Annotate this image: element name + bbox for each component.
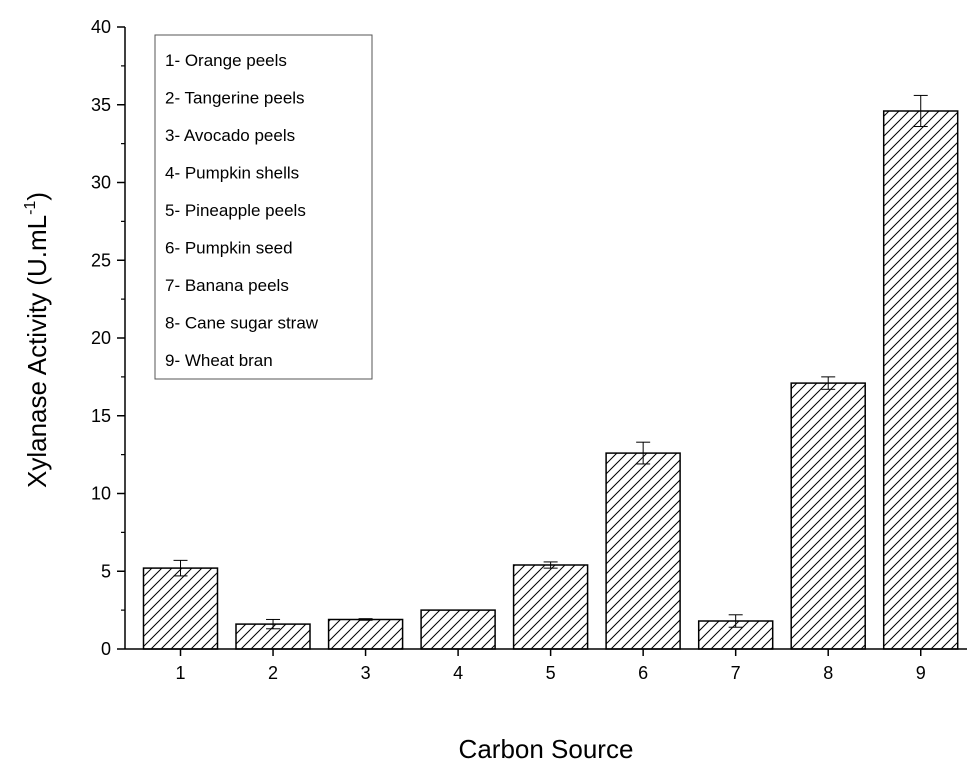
y-axis-title-main: Xylanase Activity (U.mL (22, 215, 52, 488)
legend-box (154, 34, 373, 380)
x-tick-label-5: 5 (546, 663, 556, 683)
legend-item-4: 4- Pumpkin shells (165, 164, 299, 183)
error-bar-6 (636, 441, 651, 465)
legend-item-1: 1- Orange peels (165, 51, 287, 70)
x-tick-label-2: 2 (268, 663, 278, 683)
error-bar-9 (913, 94, 928, 128)
error-bar-7 (728, 614, 743, 628)
error-bar-5 (543, 561, 558, 569)
y-tick-label-0: 0 (101, 639, 111, 659)
error-bar-2 (266, 618, 281, 630)
bar-1 (142, 567, 219, 650)
legend-item-3: 3- Avocado peels (165, 126, 295, 145)
legend-item-7: 7- Banana peels (165, 276, 289, 295)
y-tick-label-10: 10 (91, 484, 111, 504)
legend-item-5: 5- Pineapple peels (165, 201, 306, 220)
x-tick-label-3: 3 (361, 663, 371, 683)
y-axis-title: Xylanase Activity (U.mL-1) (22, 192, 52, 488)
x-axis-title: Carbon Source (459, 734, 634, 764)
y-tick-label-30: 30 (91, 173, 111, 193)
legend-item-8: 8- Cane sugar straw (165, 314, 319, 333)
x-tick-label-4: 4 (453, 663, 463, 683)
y-tick-label-5: 5 (101, 561, 111, 581)
y-tick-label-15: 15 (91, 406, 111, 426)
y-axis-title-superscript: -1 (22, 201, 39, 215)
bar-6 (605, 452, 681, 650)
y-axis-title-close: ) (22, 192, 52, 201)
error-bar-8 (821, 376, 836, 390)
legend-item-9: 9- Wheat bran (165, 351, 273, 370)
x-tick-label-9: 9 (916, 663, 926, 683)
y-tick-label-35: 35 (91, 95, 111, 115)
bar-3 (327, 618, 404, 650)
x-tick-label-1: 1 (176, 663, 186, 683)
error-bar-3 (358, 618, 373, 621)
bar-9 (882, 110, 959, 650)
x-tick-label-8: 8 (823, 663, 833, 683)
legend-item-6: 6- Pumpkin seed (165, 239, 293, 258)
x-tick-label-6: 6 (638, 663, 648, 683)
y-tick-label-20: 20 (91, 328, 111, 348)
bar-8 (790, 382, 866, 650)
bar-4 (420, 609, 496, 650)
y-tick-label-40: 40 (91, 17, 111, 37)
legend: 1- Orange peels 2- Tangerine peels 3- Avoc… (165, 51, 319, 370)
legend-item-2: 2- Tangerine peels (165, 89, 305, 108)
error-bar-1 (173, 559, 188, 577)
y-tick-label-25: 25 (91, 250, 111, 270)
bar-5 (512, 564, 589, 650)
x-tick-label-7: 7 (731, 663, 741, 683)
